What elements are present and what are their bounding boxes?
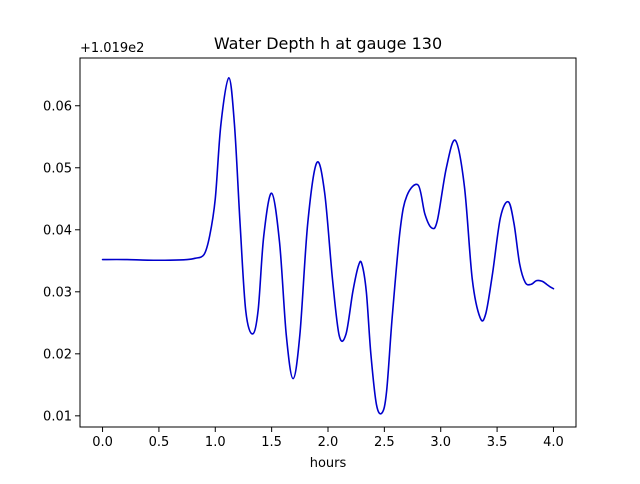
- x-tick-label: 2.0: [318, 435, 339, 450]
- x-tick-label: 1.5: [261, 435, 282, 450]
- plot-frame: [79, 57, 577, 428]
- y-tick-label: 0.04: [43, 223, 72, 238]
- x-tick-label: 2.5: [374, 435, 395, 450]
- x-axis-label: hours: [310, 456, 347, 471]
- y-tick-label: 0.03: [43, 285, 72, 300]
- y-offset-label: +1.019e2: [80, 41, 144, 56]
- y-tick-label: 0.05: [43, 161, 72, 176]
- y-axis-ticks: 0.01 0.02 0.03 0.04 0.05 0.06: [43, 99, 80, 424]
- x-tick-label: 3.0: [430, 435, 451, 450]
- y-tick-label: 0.01: [43, 409, 72, 424]
- series-line-water-depth: [101, 77, 555, 415]
- y-tick-label: 0.06: [43, 99, 72, 114]
- plot-area: [80, 58, 576, 427]
- chart-title: Water Depth h at gauge 130: [214, 34, 442, 53]
- x-tick-label: 0.5: [149, 435, 170, 450]
- y-tick-label: 0.02: [43, 347, 72, 362]
- x-tick-label: 0.0: [92, 435, 113, 450]
- x-tick-label: 3.5: [487, 435, 508, 450]
- x-axis-ticks: 0.0 0.5 1.0 1.5 2.0 2.5 3.0 3.5 4.0: [92, 427, 564, 450]
- x-tick-label: 1.0: [205, 435, 226, 450]
- x-tick-label: 4.0: [543, 435, 564, 450]
